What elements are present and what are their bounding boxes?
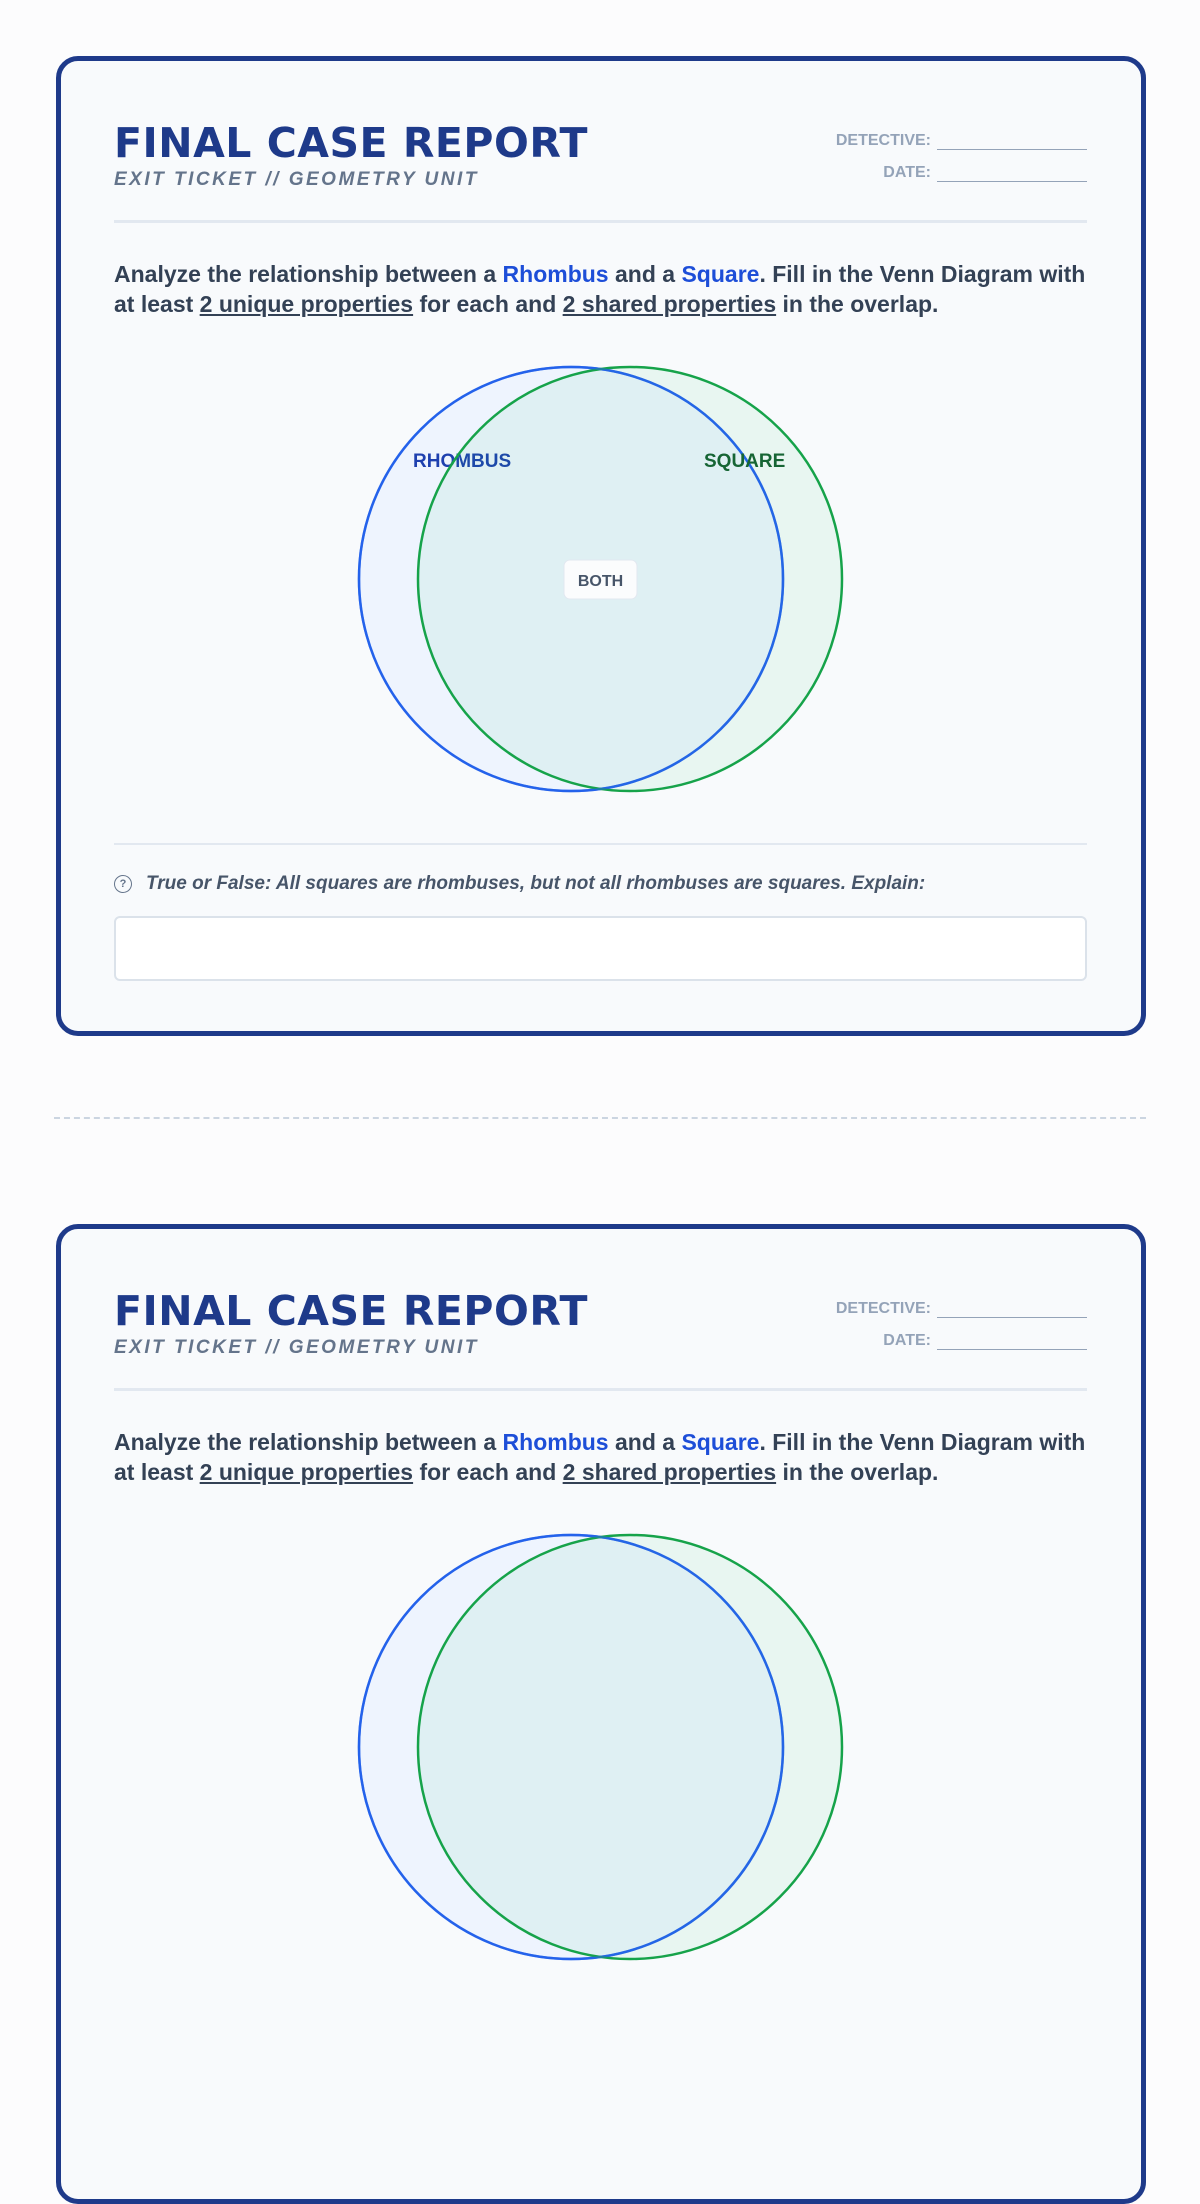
rhombus-label: RHOMBUS — [413, 451, 511, 472]
report-title: FINAL CASE REPORT — [114, 119, 589, 167]
prompt-text: Analyze the relationship between a — [114, 261, 503, 287]
prompt-text: Analyze the relationship between a — [114, 1429, 503, 1455]
instructions: Analyze the relationship between a Rhomb… — [114, 259, 1087, 319]
both-label-box — [563, 559, 638, 600]
detective-field[interactable]: DETECTIVE: — [836, 1286, 1087, 1318]
both-label: BOTH — [578, 573, 623, 590]
shared-properties-emphasis: 2 shared properties — [562, 1459, 777, 1485]
square-highlight: Square — [681, 1429, 760, 1455]
date-label: DATE: — [883, 164, 931, 181]
answer-input[interactable] — [114, 916, 1087, 981]
name-date-fields: DETECTIVE: DATE: — [836, 118, 1087, 182]
date-blank[interactable] — [937, 167, 1087, 182]
instructions: Analyze the relationship between a Rhomb… — [114, 1427, 1087, 1487]
venn-diagram — [357, 1533, 844, 1961]
shared-properties-emphasis: 2 shared properties — [562, 291, 777, 317]
prompt-text: for each and — [413, 1459, 563, 1485]
prompt-text: . Fill in the Venn Diagram with at least — [114, 1429, 1086, 1485]
venn-diagram: RHOMBUS SQUARE BOTH — [357, 365, 844, 793]
detective-label: DETECTIVE: — [835, 1300, 931, 1317]
prompt-text: . Fill in the Venn Diagram with at least — [114, 261, 1086, 317]
prompt-text: and a — [608, 1429, 682, 1455]
exit-ticket-card: FINAL CASE REPORT EXIT TICKET // GEOMETR… — [56, 1224, 1146, 2204]
unique-properties-emphasis: 2 unique properties — [199, 1459, 414, 1485]
unique-properties-emphasis: 2 unique properties — [199, 291, 414, 317]
detective-field[interactable]: DETECTIVE: — [836, 118, 1087, 150]
rhombus-highlight: Rhombus — [502, 261, 609, 287]
header-divider — [114, 220, 1087, 223]
question-text: True or False: All squares are rhombuses… — [146, 873, 926, 894]
rhombus-outline — [357, 365, 785, 793]
square-circle[interactable] — [416, 1533, 844, 1961]
detective-blank[interactable] — [937, 135, 1087, 150]
prompt-text: and a — [608, 261, 682, 287]
square-label: SQUARE — [704, 451, 785, 472]
question-circle-icon: ? — [114, 875, 132, 893]
section-divider — [114, 843, 1087, 845]
question: ? True or False: All squares are rhombuse… — [114, 873, 925, 895]
date-field[interactable]: DATE: — [836, 1318, 1087, 1350]
square-highlight: Square — [681, 261, 760, 287]
report-title: FINAL CASE REPORT — [114, 1287, 589, 1335]
prompt-text: in the overlap. — [776, 1459, 939, 1485]
date-blank[interactable] — [937, 1335, 1087, 1350]
header-divider — [114, 1388, 1087, 1391]
prompt-text: for each and — [413, 291, 563, 317]
prompt-text: in the overlap. — [776, 291, 939, 317]
report-subtitle: EXIT TICKET // GEOMETRY UNIT — [114, 1337, 479, 1358]
report-subtitle: EXIT TICKET // GEOMETRY UNIT — [114, 169, 479, 190]
date-field[interactable]: DATE: — [836, 150, 1087, 182]
detective-label: DETECTIVE: — [835, 132, 931, 149]
exit-ticket-card: FINAL CASE REPORT EXIT TICKET // GEOMETR… — [56, 56, 1146, 1036]
detective-blank[interactable] — [937, 1303, 1087, 1318]
date-label: DATE: — [883, 1332, 931, 1349]
name-date-fields: DETECTIVE: DATE: — [836, 1286, 1087, 1350]
rhombus-highlight: Rhombus — [502, 1429, 609, 1455]
cut-line-divider — [54, 1117, 1146, 1119]
